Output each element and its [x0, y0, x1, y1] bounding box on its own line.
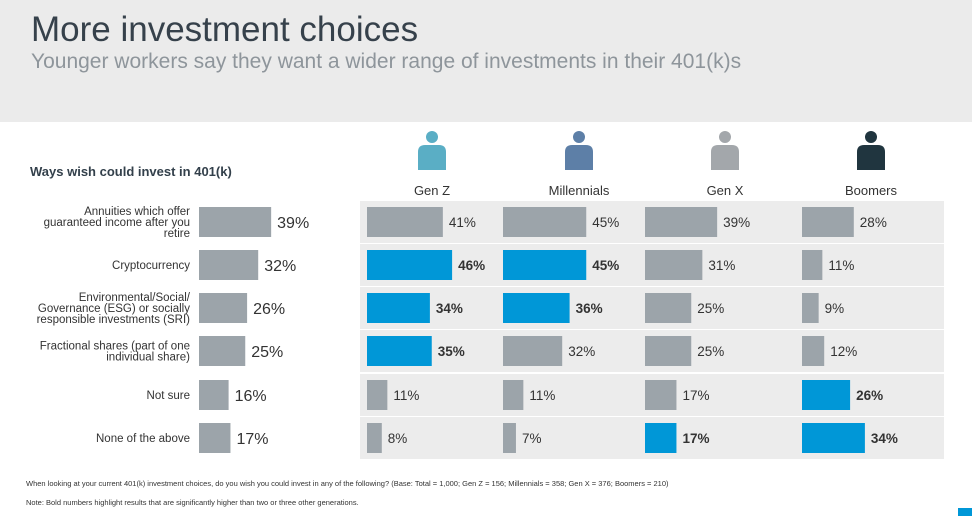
chart-heading: Ways wish could invest in 401(k) — [30, 164, 232, 179]
footer-question: When looking at your current 401(k) inve… — [26, 479, 669, 488]
series-bar — [367, 380, 388, 410]
person-icon-head — [573, 131, 585, 143]
category-label: retire — [164, 228, 190, 240]
series-value-label: 26% — [856, 388, 883, 403]
series-bar — [802, 293, 819, 323]
total-value-label: 32% — [264, 258, 296, 275]
series-bar — [367, 423, 382, 453]
series-value-label: 17% — [682, 431, 709, 446]
series-value-label: 34% — [871, 431, 898, 446]
person-icon-head — [719, 131, 731, 143]
person-icon-body — [418, 145, 446, 170]
series-bar — [367, 293, 430, 323]
series-value-label: 7% — [522, 431, 542, 446]
series-bar — [503, 293, 570, 323]
series-bar — [645, 336, 692, 366]
category-label: None of the above — [96, 433, 190, 445]
total-value-label: 25% — [251, 344, 283, 361]
total-value-label: 39% — [277, 215, 309, 232]
series-bar — [503, 207, 587, 237]
series-value-label: 25% — [697, 344, 724, 359]
series-value-label: 41% — [449, 215, 476, 230]
person-icon-body — [857, 145, 885, 170]
series-bar — [802, 207, 854, 237]
footer-note: Note: Bold numbers highlight results tha… — [26, 498, 359, 507]
category-label: guaranteed income after you — [44, 217, 190, 229]
corner-accent — [958, 508, 972, 516]
series-header: Millennials — [549, 183, 610, 198]
series-value-label: 8% — [388, 431, 408, 446]
person-icon-body — [565, 145, 593, 170]
category-label: Annuities which offer — [84, 206, 190, 218]
series-bar — [802, 336, 825, 366]
person-icon-body — [711, 145, 739, 170]
total-bar — [199, 293, 248, 323]
category-label: responsible investments (SRI) — [37, 314, 191, 326]
total-value-label: 26% — [253, 301, 285, 318]
series-bar — [503, 380, 524, 410]
series-value-label: 34% — [436, 301, 463, 316]
series-value-label: 36% — [576, 301, 603, 316]
header-band — [0, 0, 972, 122]
series-value-label: 11% — [529, 388, 555, 403]
series-value-label: 39% — [723, 215, 750, 230]
total-bar — [199, 423, 231, 453]
series-bar — [367, 207, 443, 237]
series-value-label: 45% — [592, 215, 619, 230]
series-header: Gen Z — [414, 183, 450, 198]
page-title: More investment choices — [31, 10, 419, 49]
series-bar — [802, 250, 823, 280]
series-bar — [503, 423, 516, 453]
category-label: Not sure — [147, 390, 190, 402]
series-value-label: 46% — [458, 258, 485, 273]
person-icon-head — [865, 131, 877, 143]
category-label: Fractional shares (part of one — [40, 341, 190, 353]
series-bar — [802, 423, 865, 453]
total-bar — [199, 207, 272, 237]
series-bar — [645, 423, 677, 453]
series-value-label: 28% — [860, 215, 887, 230]
total-value-label: 16% — [235, 388, 267, 405]
series-bar — [503, 250, 587, 280]
series-bar — [503, 336, 563, 366]
series-value-label: 11% — [828, 258, 854, 273]
series-value-label: 17% — [682, 388, 709, 403]
series-value-label: 35% — [438, 344, 465, 359]
total-bar — [199, 380, 229, 410]
person-icon-head — [426, 131, 438, 143]
series-bar — [645, 207, 718, 237]
series-value-label: 12% — [830, 344, 857, 359]
series-bar — [645, 293, 692, 323]
series-value-label: 31% — [708, 258, 735, 273]
series-value-label: 25% — [697, 301, 724, 316]
series-value-label: 9% — [825, 301, 845, 316]
category-label: Environmental/Social/ — [79, 292, 191, 304]
page-subtitle: Younger workers say they want a wider ra… — [31, 50, 742, 73]
category-label: individual share) — [106, 352, 190, 364]
category-label: Governance (ESG) or socially — [38, 303, 190, 315]
series-header: Gen X — [707, 183, 744, 198]
series-bar — [802, 380, 851, 410]
series-header: Boomers — [845, 183, 898, 198]
series-bar — [645, 380, 677, 410]
series-bar — [367, 250, 453, 280]
total-value-label: 17% — [236, 431, 268, 448]
series-bar — [367, 336, 432, 366]
series-bar — [645, 250, 703, 280]
total-bar — [199, 250, 259, 280]
category-label: Cryptocurrency — [112, 260, 190, 272]
series-value-label: 45% — [592, 258, 619, 273]
series-value-label: 32% — [568, 344, 595, 359]
series-value-label: 11% — [393, 388, 419, 403]
total-bar — [199, 336, 246, 366]
